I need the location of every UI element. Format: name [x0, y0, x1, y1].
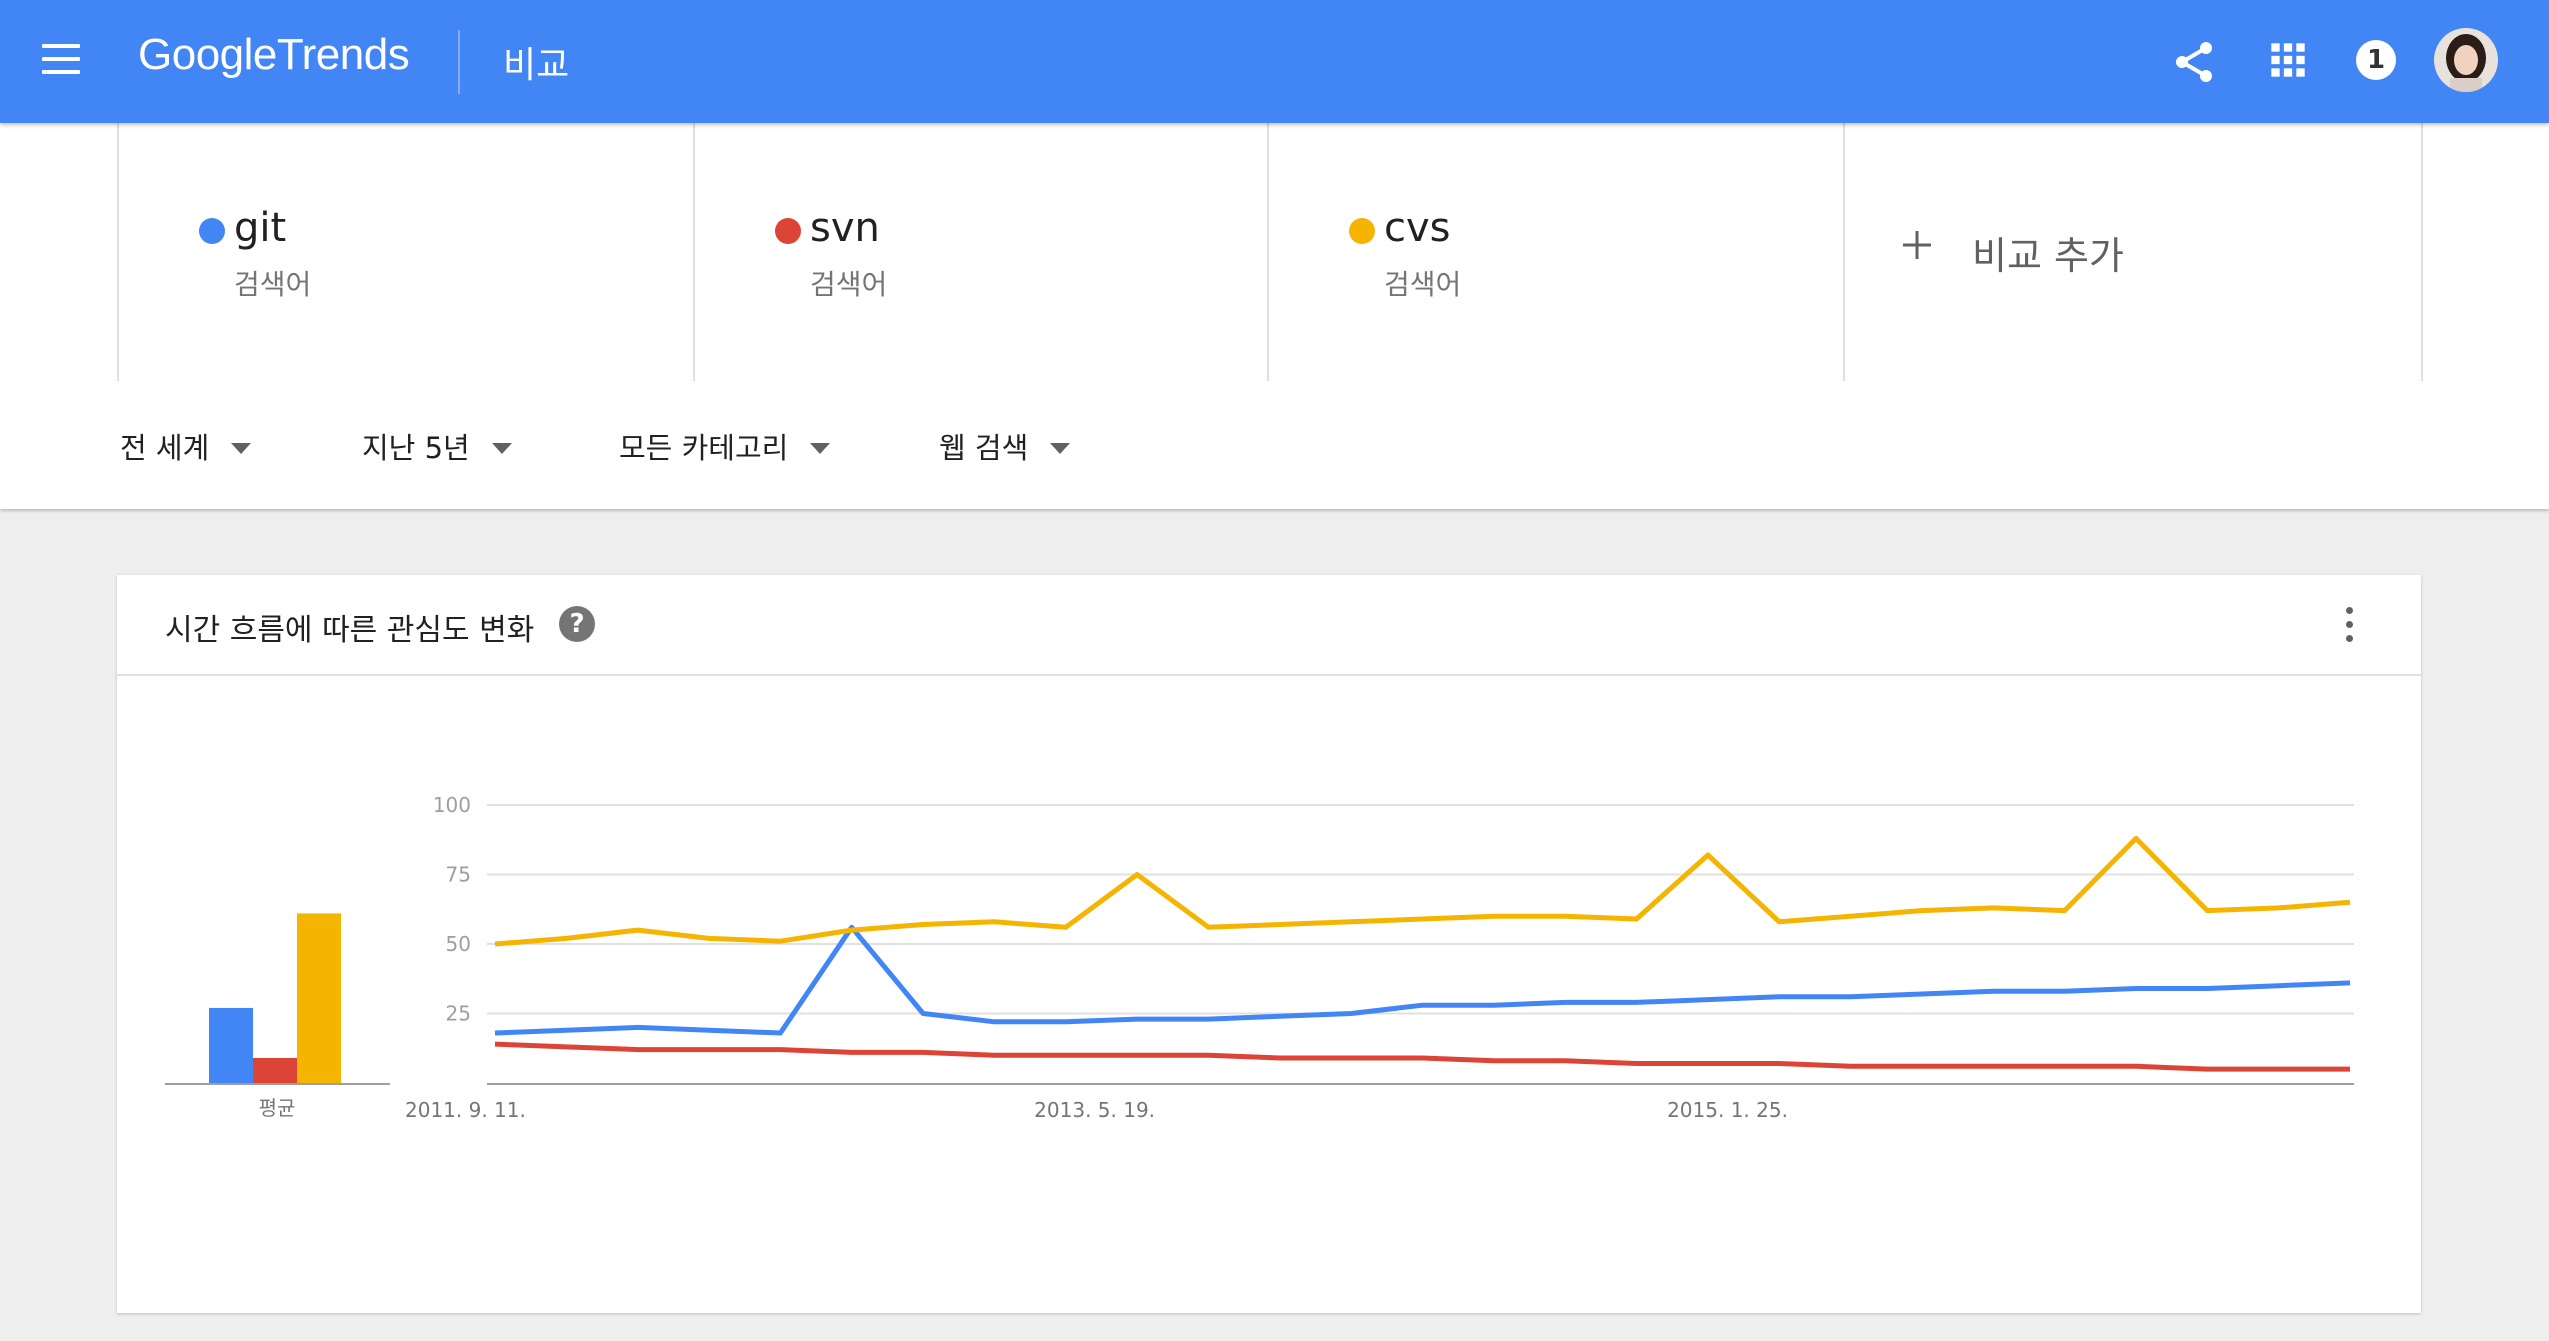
plus-icon	[1903, 231, 1931, 259]
add-compare-label: 비교 추가	[1972, 234, 2124, 278]
y-tick-label: 75	[446, 863, 471, 887]
menu-icon[interactable]	[42, 44, 80, 76]
dropdown-caret-icon	[231, 442, 252, 454]
average-bar-cvs	[297, 913, 341, 1083]
logo-google-text: Google	[138, 30, 277, 79]
y-tick-label: 50	[446, 932, 471, 956]
header-divider	[458, 30, 460, 94]
page-title: 비교	[503, 45, 570, 86]
chart-labels: 25 50 75 100 2011. 9. 11. 2013. 5. 19. 2015. 1…	[405, 793, 1788, 1122]
series-line-git[interactable]	[494, 924, 2351, 1036]
filter-label: 웹 검색	[939, 431, 1029, 465]
term-color-dot	[1349, 218, 1375, 244]
term-type: 검색어	[234, 268, 312, 301]
dropdown-caret-icon	[1050, 442, 1071, 454]
term-color-dot	[199, 218, 225, 244]
card-header: 시간 흐름에 따른 관심도 변화 ?	[117, 575, 2421, 676]
filter-label: 전 세계	[120, 431, 210, 465]
app-bar: GoogleTrends 비교 1	[0, 0, 2549, 123]
dropdown-caret-icon	[491, 442, 512, 454]
term-type: 검색어	[810, 268, 888, 301]
google-trends-logo[interactable]: GoogleTrends	[138, 30, 410, 80]
series-line-svn[interactable]	[494, 1041, 2350, 1072]
chart-lines	[494, 835, 2351, 1072]
more-vert-icon[interactable]	[2339, 605, 2359, 645]
series-line-cvs[interactable]	[494, 835, 2351, 947]
term-card-cvs[interactable]: cvs 검색어	[1267, 123, 1843, 381]
share-icon[interactable]	[2170, 38, 2218, 86]
term-card-svn[interactable]: svn 검색어	[693, 123, 1269, 381]
filter-category[interactable]: 모든 카테고리	[619, 425, 831, 467]
filter-label: 지난 5년	[362, 431, 470, 465]
x-tick-label: 2013. 5. 19.	[1034, 1098, 1155, 1122]
term-type: 검색어	[1384, 268, 1462, 301]
notification-badge[interactable]: 1	[2356, 40, 2396, 80]
average-bars: 평균	[165, 913, 390, 1120]
filter-search-type[interactable]: 웹 검색	[939, 425, 1071, 467]
filter-region[interactable]: 전 세계	[120, 425, 252, 467]
apps-grid-icon[interactable]	[2268, 40, 2308, 80]
interest-chart: 평균 25 50 75 100 2011. 9. 11. 2013. 5. 19. 2015…	[165, 793, 2354, 1122]
average-label: 평균	[259, 1096, 296, 1120]
term-color-dot	[775, 218, 801, 244]
y-tick-label: 100	[433, 793, 471, 817]
term-name: git	[234, 205, 287, 251]
add-compare-button[interactable]: 비교 추가	[1843, 123, 2423, 381]
card-title: 시간 흐름에 따른 관심도 변화	[165, 613, 535, 648]
terms-row: git 검색어 svn 검색어 cvs 검색어 비교 추가	[0, 123, 2549, 383]
term-card-git[interactable]: git 검색어	[117, 123, 693, 381]
filter-label: 모든 카테고리	[619, 431, 789, 465]
average-bar-git	[209, 1007, 253, 1083]
filter-time-range[interactable]: 지난 5년	[362, 425, 512, 467]
x-tick-label: 2011. 9. 11.	[405, 1098, 526, 1122]
interest-over-time-card: 시간 흐름에 따른 관심도 변화 ? 평균 25 50 75 100 2011. 9. …	[117, 575, 2421, 1313]
x-tick-label: 2015. 1. 25.	[1667, 1098, 1788, 1122]
dropdown-caret-icon	[810, 442, 831, 454]
term-name: svn	[810, 205, 880, 251]
help-icon[interactable]: ?	[559, 606, 595, 642]
chart-grid	[487, 804, 2354, 1085]
avatar[interactable]	[2434, 28, 2498, 92]
term-name: cvs	[1384, 205, 1451, 251]
y-tick-label: 25	[446, 1002, 471, 1026]
filter-bar: 전 세계 지난 5년 모든 카테고리 웹 검색	[0, 381, 2549, 509]
average-bar-svn	[253, 1057, 297, 1083]
logo-trends-text: Trends	[276, 30, 410, 79]
